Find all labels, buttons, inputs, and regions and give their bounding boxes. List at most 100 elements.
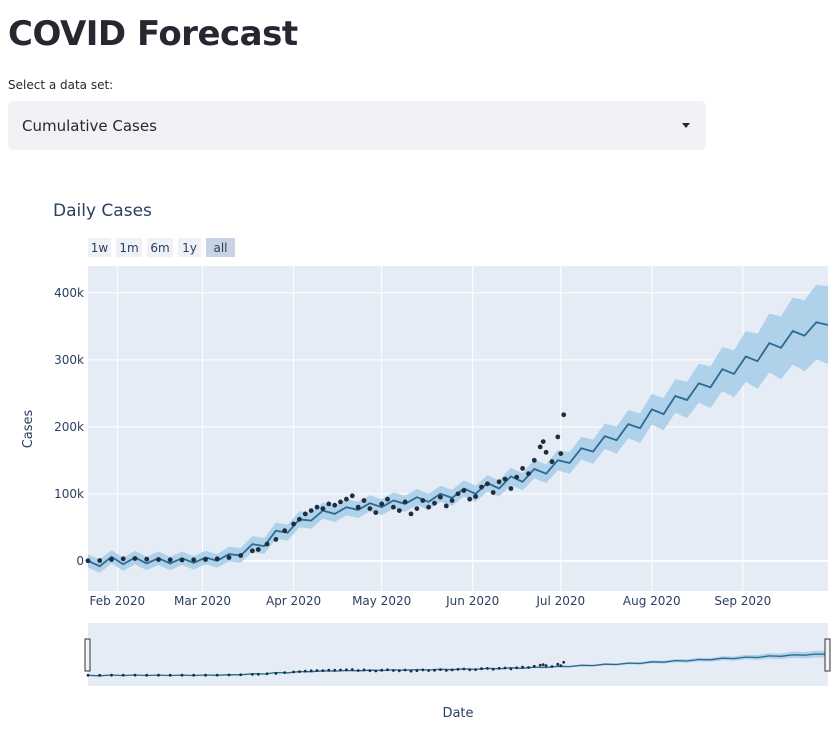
x-axis-label: Date bbox=[442, 706, 473, 721]
slider-actual-point bbox=[503, 666, 507, 670]
slider-actual-point bbox=[180, 673, 184, 677]
slider-actual-point bbox=[121, 673, 125, 677]
range-button-label: 1m bbox=[119, 241, 138, 255]
slider-actual-point bbox=[345, 668, 348, 672]
actual-point bbox=[537, 444, 543, 450]
dataset-select[interactable]: Cumulative Cases bbox=[8, 101, 706, 150]
range-slider-left-handle[interactable] bbox=[84, 638, 91, 672]
actual-point bbox=[502, 476, 508, 482]
actual-points bbox=[85, 412, 567, 564]
slider-actual-point bbox=[298, 670, 301, 673]
x-tick-label: May 2020 bbox=[352, 594, 411, 608]
actual-point bbox=[297, 516, 302, 522]
actual-point bbox=[349, 493, 355, 499]
slider-actual-point bbox=[491, 667, 495, 671]
actual-point bbox=[332, 502, 338, 508]
slider-actual-point bbox=[309, 669, 313, 673]
slider-actual-point bbox=[110, 673, 113, 677]
actual-point bbox=[314, 504, 320, 510]
range-button-6m[interactable] bbox=[147, 238, 173, 257]
actual-point bbox=[255, 547, 261, 552]
slider-actual-point bbox=[562, 660, 566, 664]
actual-point bbox=[558, 451, 564, 456]
slider-actual-point bbox=[256, 672, 260, 676]
range-slider-right-handle[interactable] bbox=[824, 638, 831, 672]
actual-point bbox=[238, 553, 244, 558]
slider-actual-point bbox=[521, 665, 524, 669]
actual-point bbox=[156, 557, 161, 562]
actual-point bbox=[226, 555, 232, 560]
actual-point bbox=[385, 496, 390, 502]
range-slider-preview bbox=[86, 650, 829, 677]
actual-point bbox=[461, 488, 467, 493]
slider-actual-point bbox=[468, 668, 472, 672]
actual-point bbox=[526, 471, 531, 477]
slider-actual-point bbox=[474, 668, 477, 671]
page-title: COVID Forecast bbox=[8, 14, 298, 54]
actual-point bbox=[144, 556, 150, 562]
x-tick-label: Sep 2020 bbox=[714, 594, 771, 608]
actual-point bbox=[549, 459, 555, 465]
slider-actual-point bbox=[362, 668, 366, 672]
slider-actual-point bbox=[497, 666, 501, 670]
y-tick-label: 400k bbox=[54, 286, 84, 300]
actual-point bbox=[540, 439, 546, 444]
slider-actual-point bbox=[204, 673, 207, 677]
slider-actual-point bbox=[374, 669, 378, 673]
slider-actual-point bbox=[532, 664, 536, 668]
slider-actual-point bbox=[192, 673, 196, 677]
slider-actual-point bbox=[283, 671, 287, 674]
x-tick-label: Jul 2020 bbox=[535, 594, 585, 608]
actual-point bbox=[120, 556, 126, 562]
slider-actual-point bbox=[157, 673, 160, 677]
range-slider[interactable] bbox=[88, 623, 828, 686]
range-button-all[interactable] bbox=[206, 238, 235, 257]
slider-actual-point bbox=[145, 673, 149, 677]
actual-point bbox=[543, 449, 549, 455]
actual-point bbox=[132, 556, 138, 561]
slider-actual-point bbox=[415, 669, 419, 672]
actual-point bbox=[273, 537, 279, 542]
range-button-1w[interactable] bbox=[88, 238, 111, 257]
slider-actual-point bbox=[550, 665, 554, 668]
slider-actual-point bbox=[444, 669, 448, 672]
slider-actual-point bbox=[462, 667, 466, 671]
actual-point bbox=[455, 491, 461, 497]
range-button-label: 1w bbox=[91, 241, 109, 255]
slider-actual-point bbox=[292, 670, 295, 674]
slider-actual-point bbox=[515, 666, 519, 670]
actual-point bbox=[438, 494, 443, 500]
actual-point bbox=[282, 528, 288, 534]
chevron-down-icon bbox=[682, 123, 690, 128]
actual-point bbox=[203, 557, 208, 562]
slider-actual-point bbox=[315, 669, 319, 672]
slider-actual-point bbox=[350, 668, 354, 671]
range-button-1y[interactable] bbox=[178, 238, 201, 257]
slider-actual-point bbox=[321, 669, 325, 672]
slider-actual-point bbox=[456, 667, 460, 671]
slider-actual-point bbox=[541, 663, 545, 667]
x-tick-label: Apr 2020 bbox=[266, 594, 321, 608]
actual-point bbox=[449, 498, 455, 503]
actual-point bbox=[355, 504, 361, 510]
chart-title: Daily Cases bbox=[53, 201, 152, 221]
slider-actual-point bbox=[480, 667, 483, 671]
actual-point bbox=[402, 499, 408, 505]
slider-actual-point bbox=[356, 669, 360, 672]
actual-point bbox=[302, 511, 308, 517]
slider-actual-point bbox=[556, 662, 560, 666]
range-button-1m[interactable] bbox=[116, 238, 142, 257]
slider-actual-point bbox=[397, 669, 401, 673]
actual-point bbox=[520, 466, 525, 471]
slider-actual-point bbox=[544, 664, 548, 667]
actual-point bbox=[420, 498, 426, 503]
actual-point bbox=[414, 506, 420, 511]
slider-actual-point bbox=[450, 668, 454, 672]
plot-area[interactable] bbox=[88, 266, 828, 591]
slider-actual-point bbox=[98, 673, 102, 677]
range-button-label: 6m bbox=[150, 241, 169, 255]
actual-point bbox=[479, 484, 484, 490]
slider-actual-point bbox=[538, 663, 542, 667]
actual-point bbox=[473, 494, 478, 499]
actual-point bbox=[396, 508, 402, 513]
